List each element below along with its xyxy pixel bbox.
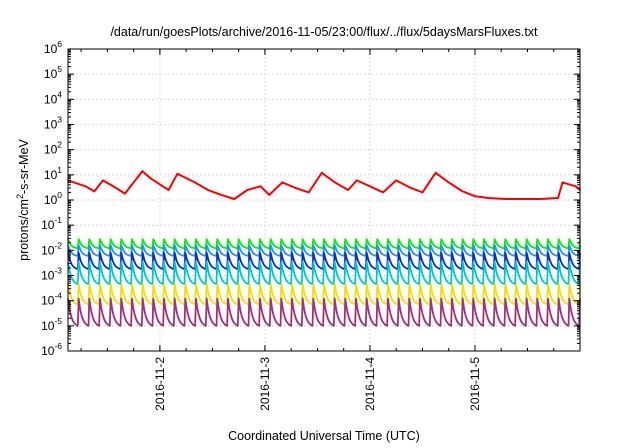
series-line <box>67 251 581 270</box>
data-point <box>207 189 209 191</box>
series-line <box>67 238 581 250</box>
x-tick-label: 2016-11-2 <box>153 357 167 411</box>
data-point <box>294 187 297 189</box>
data-point <box>233 198 236 200</box>
data-point <box>281 181 284 184</box>
data-point <box>84 185 87 188</box>
data-point <box>421 191 424 194</box>
data-point <box>115 187 117 189</box>
data-point <box>194 181 196 184</box>
y-tick-label: 10-5 <box>41 316 62 333</box>
data-point <box>447 181 450 184</box>
y-tick-label: 100 <box>44 190 62 207</box>
data-point <box>259 185 262 188</box>
data-point <box>124 192 126 195</box>
y-axis-label: protons/cm2-s-sr-MeV <box>15 138 31 260</box>
x-tick-label: 2016-11-3 <box>258 357 272 411</box>
data-point <box>93 190 96 193</box>
y-tick-label: 103 <box>44 115 62 132</box>
data-point <box>246 189 249 191</box>
data-point <box>557 197 559 199</box>
y-tick-label: 102 <box>44 140 62 157</box>
data-point <box>102 179 104 182</box>
x-axis-label: Coordinated Universal Time (UTC) <box>228 429 420 443</box>
y-tick-label: 10-6 <box>41 341 62 358</box>
data-point <box>167 189 170 191</box>
data-point <box>141 170 144 173</box>
series-line <box>67 297 581 327</box>
series-line <box>67 283 581 306</box>
y-tick-label: 106 <box>44 39 62 56</box>
data-point <box>434 171 437 174</box>
data-point <box>460 190 463 192</box>
y-tick-label: 10-1 <box>41 215 62 232</box>
y-tick-label: 105 <box>44 64 62 81</box>
data-point <box>176 172 179 175</box>
chart-title: /data/run/goesPlots/archive/2016-11-05/2… <box>110 25 538 39</box>
x-tick-label: 2016-11-5 <box>468 357 482 411</box>
data-point <box>408 186 411 189</box>
data-point <box>504 198 507 200</box>
y-tick-label: 10-3 <box>41 266 62 283</box>
y-tick-label: 10-2 <box>41 240 62 257</box>
data-point <box>487 197 489 199</box>
series-line <box>67 244 581 257</box>
y-tick-labels: 10-6 10-5 10-4 10-3 10-2 10-1 100 101 102 103 104 1… <box>41 39 62 358</box>
data-point <box>347 189 349 191</box>
data-point <box>369 185 371 188</box>
data-point <box>474 195 476 198</box>
data-point <box>574 185 577 188</box>
series-layer <box>67 170 581 327</box>
data-point <box>320 171 323 174</box>
data-point <box>561 181 564 184</box>
data-point <box>382 191 384 194</box>
series-line <box>67 260 581 286</box>
x-tick-label: 2016-11-4 <box>363 357 377 411</box>
axis-ticks <box>68 48 580 352</box>
data-point <box>307 191 310 194</box>
data-point <box>395 179 398 182</box>
x-tick-labels: 2016-11-2 2016-11-3 2016-11-4 2016-11-5 <box>153 357 482 411</box>
y-tick-label: 101 <box>44 165 62 182</box>
data-point <box>355 179 358 182</box>
series-line <box>67 170 581 200</box>
data-point <box>268 194 271 196</box>
y-tick-label: 104 <box>44 89 62 106</box>
data-point <box>522 198 524 200</box>
data-point <box>220 194 223 196</box>
data-point <box>334 181 336 184</box>
data-point <box>150 177 153 180</box>
y-tick-label: 10-4 <box>41 291 62 308</box>
data-point <box>539 198 542 200</box>
